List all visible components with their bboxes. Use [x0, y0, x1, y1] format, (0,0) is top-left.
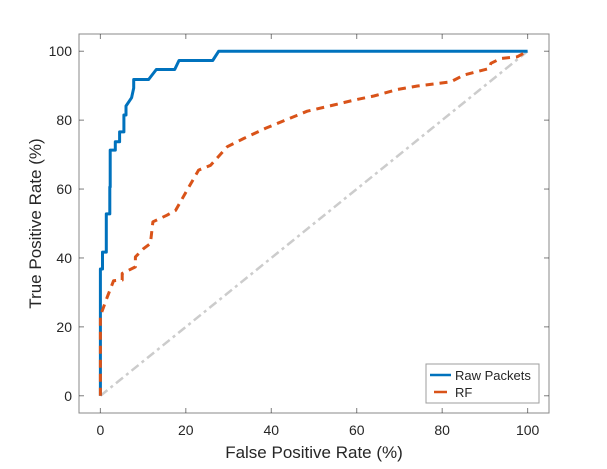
y-axis-label: True Positive Rate (%) — [26, 138, 45, 308]
legend-box — [425, 363, 540, 404]
ticks: 0 20 40 60 80 100 0 20 40 60 80 100 — [49, 34, 549, 438]
y-tick-label: 40 — [56, 250, 72, 266]
y-tick-label: 0 — [64, 388, 72, 404]
x-tick-label: 0 — [96, 422, 104, 438]
series-line-rf — [98, 49, 529, 396]
legend: Raw Packets RF — [425, 363, 540, 404]
x-tick-label: 60 — [349, 422, 365, 438]
legend-label-rf: RF — [455, 385, 472, 400]
series-line-raw-packets — [98, 49, 528, 396]
x-tick-label: 100 — [516, 422, 540, 438]
x-tick-label: 40 — [263, 422, 279, 438]
y-tick-label: 60 — [56, 181, 72, 197]
y-tick-label: 100 — [49, 43, 73, 59]
x-tick-label: 80 — [434, 422, 450, 438]
legend-label-raw-packets: Raw Packets — [455, 368, 531, 383]
x-axis-label: False Positive Rate (%) — [225, 443, 403, 462]
y-tick-label: 80 — [56, 112, 72, 128]
chance-diagonal-line — [99, 50, 529, 397]
series-group — [98, 49, 529, 397]
x-tick-label: 20 — [178, 422, 194, 438]
y-tick-label: 20 — [56, 319, 72, 335]
